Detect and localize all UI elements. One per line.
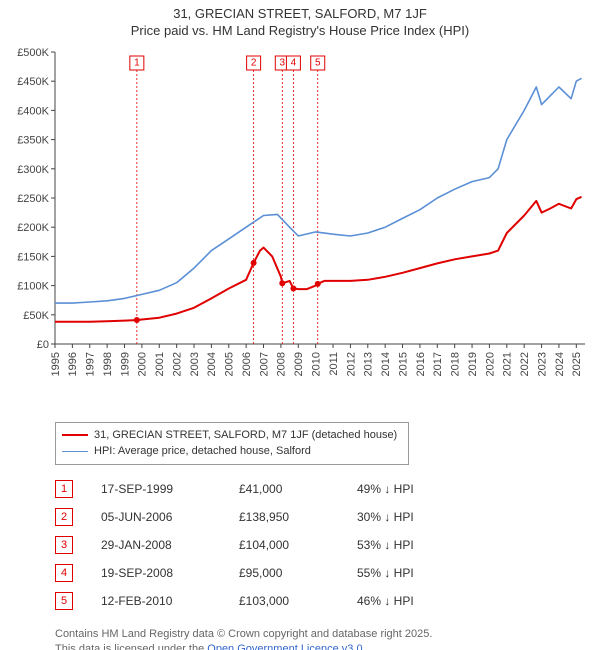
svg-text:2006: 2006 <box>241 352 253 376</box>
sale-date: 05-JUN-2006 <box>101 510 211 524</box>
sale-date: 29-JAN-2008 <box>101 538 211 552</box>
chart-title: 31, GRECIAN STREET, SALFORD, M7 1JF Pric… <box>0 6 600 40</box>
svg-text:2014: 2014 <box>380 352 392 376</box>
legend-label: 31, GRECIAN STREET, SALFORD, M7 1JF (det… <box>94 427 397 444</box>
svg-text:2020: 2020 <box>484 352 496 376</box>
sales-table: 1 17-SEP-1999 £41,000 49% ↓ HPI 2 05-JUN-2006… <box>55 475 600 615</box>
svg-text:2000: 2000 <box>137 352 149 376</box>
svg-text:2023: 2023 <box>536 352 548 376</box>
svg-text:2005: 2005 <box>224 352 236 376</box>
svg-text:1995: 1995 <box>50 352 62 376</box>
chart-container: £0 £50K £100K £150K £200K £250K £300K £350K £400… <box>10 44 590 414</box>
svg-text:£500K: £500K <box>17 47 49 59</box>
svg-text:£250K: £250K <box>17 193 49 205</box>
svg-text:£0: £0 <box>37 339 49 351</box>
svg-text:£400K: £400K <box>17 105 49 117</box>
legend-item: HPI: Average price, detached house, Salf… <box>62 443 402 460</box>
svg-text:2022: 2022 <box>519 352 531 376</box>
table-row: 3 29-JAN-2008 £104,000 53% ↓ HPI <box>55 531 600 559</box>
svg-text:2007: 2007 <box>258 352 270 376</box>
sale-number: 4 <box>55 564 73 582</box>
footer-line1: Contains HM Land Registry data © Crown c… <box>55 627 600 642</box>
sale-vs-hpi: 53% ↓ HPI <box>357 538 447 552</box>
svg-text:1: 1 <box>134 57 140 68</box>
svg-text:£350K: £350K <box>17 134 49 146</box>
footer: Contains HM Land Registry data © Crown c… <box>55 627 600 650</box>
sale-number: 5 <box>55 592 73 610</box>
svg-text:£100K: £100K <box>17 280 49 292</box>
svg-text:2009: 2009 <box>293 352 305 376</box>
line-chart: £0 £50K £100K £150K £200K £250K £300K £350K £400… <box>10 44 590 414</box>
svg-text:4: 4 <box>291 57 297 68</box>
table-row: 4 19-SEP-2008 £95,000 55% ↓ HPI <box>55 559 600 587</box>
legend: 31, GRECIAN STREET, SALFORD, M7 1JF (det… <box>55 422 409 465</box>
svg-text:2010: 2010 <box>311 352 323 376</box>
svg-text:2011: 2011 <box>328 352 340 376</box>
svg-text:£450K: £450K <box>17 76 49 88</box>
svg-text:2001: 2001 <box>154 352 166 376</box>
table-row: 1 17-SEP-1999 £41,000 49% ↓ HPI <box>55 475 600 503</box>
svg-text:2012: 2012 <box>345 352 357 376</box>
licence-link[interactable]: Open Government Licence v3.0 <box>207 643 362 650</box>
svg-text:2008: 2008 <box>276 352 288 376</box>
svg-text:2002: 2002 <box>171 352 183 376</box>
footer-line2: This data is licensed under the Open Gov… <box>55 642 600 650</box>
sale-vs-hpi: 30% ↓ HPI <box>357 510 447 524</box>
svg-text:2003: 2003 <box>189 352 201 376</box>
svg-text:2017: 2017 <box>432 352 444 376</box>
svg-text:3: 3 <box>280 57 286 68</box>
sale-date: 19-SEP-2008 <box>101 566 211 580</box>
table-row: 2 05-JUN-2006 £138,950 30% ↓ HPI <box>55 503 600 531</box>
svg-text:2025: 2025 <box>571 352 583 376</box>
svg-text:2016: 2016 <box>415 352 427 376</box>
sale-vs-hpi: 55% ↓ HPI <box>357 566 447 580</box>
sale-price: £104,000 <box>239 538 329 552</box>
svg-text:5: 5 <box>315 57 321 68</box>
svg-text:£300K: £300K <box>17 164 49 176</box>
svg-text:2015: 2015 <box>397 352 409 376</box>
svg-text:2: 2 <box>251 57 257 68</box>
table-row: 5 12-FEB-2010 £103,000 46% ↓ HPI <box>55 587 600 615</box>
svg-text:1996: 1996 <box>67 352 79 376</box>
svg-text:2004: 2004 <box>206 352 218 376</box>
svg-text:2024: 2024 <box>554 352 566 376</box>
sale-number: 1 <box>55 480 73 498</box>
title-line1: 31, GRECIAN STREET, SALFORD, M7 1JF <box>0 6 600 23</box>
svg-text:£150K: £150K <box>17 251 49 263</box>
sale-price: £95,000 <box>239 566 329 580</box>
svg-text:2021: 2021 <box>502 352 514 376</box>
sale-price: £41,000 <box>239 482 329 496</box>
svg-text:2013: 2013 <box>363 352 375 376</box>
sale-price: £138,950 <box>239 510 329 524</box>
svg-text:£200K: £200K <box>17 222 49 234</box>
sale-vs-hpi: 46% ↓ HPI <box>357 594 447 608</box>
legend-swatch <box>62 434 88 436</box>
sale-date: 17-SEP-1999 <box>101 482 211 496</box>
sale-vs-hpi: 49% ↓ HPI <box>357 482 447 496</box>
legend-item: 31, GRECIAN STREET, SALFORD, M7 1JF (det… <box>62 427 402 444</box>
svg-text:1999: 1999 <box>119 352 131 376</box>
title-line2: Price paid vs. HM Land Registry's House … <box>0 23 600 40</box>
legend-label: HPI: Average price, detached house, Salf… <box>94 443 311 460</box>
svg-text:1998: 1998 <box>102 352 114 376</box>
sale-date: 12-FEB-2010 <box>101 594 211 608</box>
legend-swatch <box>62 451 88 452</box>
sale-number: 2 <box>55 508 73 526</box>
svg-text:2019: 2019 <box>467 352 479 376</box>
svg-text:2018: 2018 <box>450 352 462 376</box>
svg-text:£50K: £50K <box>23 310 49 322</box>
sale-number: 3 <box>55 536 73 554</box>
sale-price: £103,000 <box>239 594 329 608</box>
svg-text:1997: 1997 <box>85 352 97 376</box>
